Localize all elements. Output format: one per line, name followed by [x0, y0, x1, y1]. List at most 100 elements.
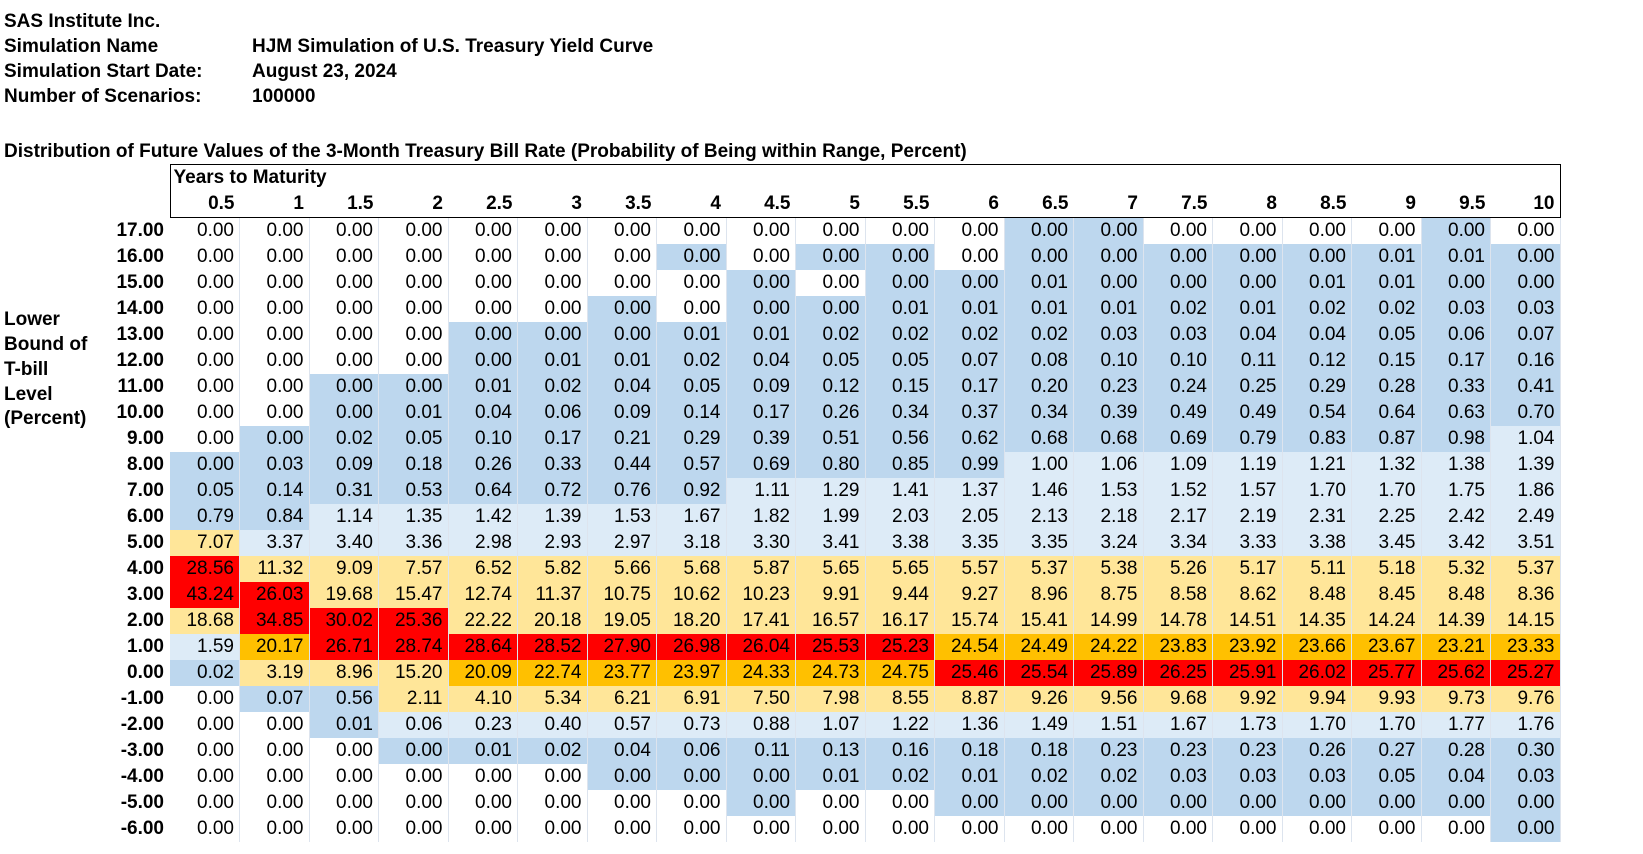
table-cell: 0.00	[448, 244, 518, 270]
table-cell: 9.26	[1004, 686, 1074, 712]
table-cell: 5.38	[1073, 556, 1144, 582]
row-label: 4.00	[127, 558, 164, 579]
table-cell: 5.37	[1004, 556, 1074, 582]
row-label: 12.00	[116, 350, 164, 371]
table-cell: 1.36	[934, 712, 1005, 738]
table-cell: 0.17	[1421, 348, 1491, 374]
table-cell: 0.99	[934, 452, 1005, 478]
table-cell: 3.42	[1421, 530, 1491, 556]
table-cell: 0.05	[170, 478, 240, 504]
table-title: Distribution of Future Values of the 3-M…	[4, 141, 967, 162]
table-cell: 0.00	[656, 270, 727, 296]
table-cell: 0.00	[448, 296, 518, 322]
row-label: 9.00	[127, 428, 164, 449]
table-cell: 9.73	[1421, 686, 1491, 712]
table-cell: 0.49	[1143, 400, 1213, 426]
table-cell: 0.39	[726, 426, 796, 452]
table-cell: 34.85	[239, 608, 310, 634]
table-cell: 0.00	[309, 217, 379, 244]
column-header: 8	[1212, 191, 1282, 218]
column-header: 1	[239, 191, 309, 218]
table-cell: 0.00	[795, 217, 866, 244]
table-cell: 7.57	[378, 556, 449, 582]
table-cell: 0.04	[726, 348, 796, 374]
table-cell: 25.77	[1351, 660, 1422, 686]
table-cell: 3.45	[1351, 530, 1422, 556]
table-cell: 1.39	[517, 504, 588, 530]
table-cell: 7.50	[726, 686, 796, 712]
table-cell: 0.92	[656, 478, 727, 504]
row-label: -3.00	[120, 740, 164, 761]
table-cell: 0.06	[1421, 322, 1491, 348]
table-cell: 0.00	[517, 244, 588, 270]
table-cell: 0.00	[1421, 217, 1491, 244]
table-cell: 0.33	[1421, 374, 1491, 400]
table-cell: 1.51	[1073, 712, 1144, 738]
table-cell: 0.06	[517, 400, 588, 426]
table-cell: 9.94	[1282, 686, 1352, 712]
table-cell: 0.00	[448, 790, 518, 816]
table-cell: 5.87	[726, 556, 796, 582]
table-cell: 0.04	[587, 374, 657, 400]
table-cell: 28.74	[378, 634, 449, 660]
simulation-name-label: Simulation Name	[4, 36, 159, 57]
table-cell: 0.02	[1143, 296, 1213, 322]
table-cell: 0.28	[1351, 374, 1422, 400]
table-cell: 0.00	[865, 270, 935, 296]
row-label: 14.00	[116, 298, 164, 319]
table-cell: 5.65	[865, 556, 935, 582]
table-cell: 0.00	[1212, 790, 1283, 816]
table-cell: 26.03	[239, 582, 310, 608]
table-row: 2.00 18.68 34.85 30.02 25.36 22.22 20.18 19.05 1…	[0, 608, 1561, 634]
table-cell: 0.00	[1490, 816, 1561, 842]
table-cell: 0.02	[656, 348, 727, 374]
table-cell: 0.00	[726, 217, 796, 244]
table-cell: 0.00	[1351, 816, 1422, 842]
table-cell: 5.34	[517, 686, 588, 712]
table-cell: 0.00	[1490, 217, 1561, 244]
table-cell: 0.00	[795, 790, 866, 816]
table-cell: 14.15	[1490, 608, 1561, 634]
table-cell: 28.52	[517, 634, 588, 660]
table-cell: 0.00	[517, 296, 588, 322]
table-cell: 0.00	[1143, 790, 1213, 816]
table-cell: 1.52	[1143, 478, 1213, 504]
table-cell: 0.09	[587, 400, 657, 426]
table-cell: 8.55	[865, 686, 935, 712]
table-cell: 0.00	[239, 764, 310, 790]
column-header: 0.5	[169, 191, 240, 218]
table-cell: 0.00	[239, 244, 310, 270]
table-cell: 7.07	[170, 530, 240, 556]
table-cell: 15.74	[934, 608, 1005, 634]
table-cell: 14.39	[1421, 608, 1491, 634]
row-axis-label-line: (Percent)	[4, 408, 87, 429]
table-cell: 10.75	[587, 582, 657, 608]
table-cell: 0.01	[934, 764, 1005, 790]
table-cell: 1.49	[1004, 712, 1074, 738]
column-header: 4	[656, 191, 726, 218]
table-cell: 0.00	[1073, 217, 1144, 244]
table-cell: 19.68	[309, 582, 379, 608]
table-cell: 0.00	[587, 244, 657, 270]
table-cell: 0.62	[934, 426, 1005, 452]
column-header: 3.5	[587, 191, 657, 218]
table-cell: 1.35	[378, 504, 449, 530]
table-cell: 1.99	[795, 504, 866, 530]
table-cell: 2.25	[1351, 504, 1422, 530]
table-cell: 0.13	[795, 738, 866, 764]
table-cell: 1.70	[1351, 478, 1422, 504]
table-cell: 0.15	[865, 374, 935, 400]
table-cell: 0.49	[1212, 400, 1283, 426]
table-cell: 8.75	[1073, 582, 1144, 608]
table-cell: 10.62	[656, 582, 727, 608]
column-header: 10	[1490, 191, 1561, 218]
table-cell: 0.00	[1004, 816, 1074, 842]
table-cell: 0.03	[1421, 296, 1491, 322]
table-cell: 0.00	[726, 764, 796, 790]
table-cell: 8.87	[934, 686, 1005, 712]
table-cell: 0.87	[1351, 426, 1422, 452]
table-cell: 0.69	[726, 452, 796, 478]
table-cell: 0.06	[378, 712, 449, 738]
table-row: -2.00 0.00 0.00 0.01 0.06 0.23 0.40 0.57 0.73 0.8…	[0, 712, 1561, 738]
table-cell: 0.01	[934, 296, 1005, 322]
